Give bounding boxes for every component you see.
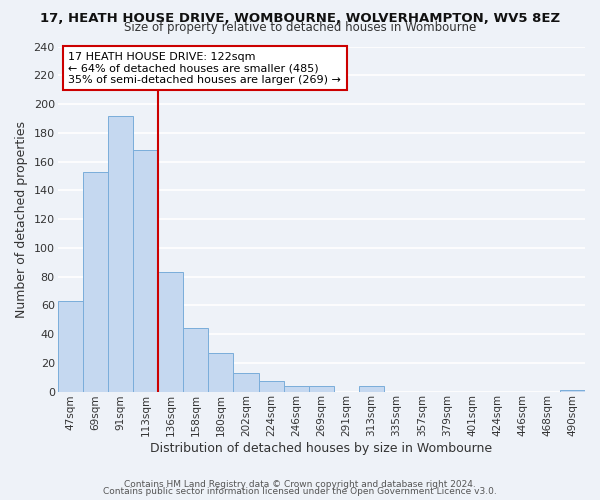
- Bar: [108, 116, 133, 392]
- Bar: [259, 382, 284, 392]
- Bar: [208, 352, 233, 392]
- Bar: [233, 373, 259, 392]
- Text: 17 HEATH HOUSE DRIVE: 122sqm
← 64% of detached houses are smaller (485)
35% of s: 17 HEATH HOUSE DRIVE: 122sqm ← 64% of de…: [68, 52, 341, 85]
- Bar: [133, 150, 158, 392]
- Text: Contains public sector information licensed under the Open Government Licence v3: Contains public sector information licen…: [103, 488, 497, 496]
- Y-axis label: Number of detached properties: Number of detached properties: [15, 120, 28, 318]
- X-axis label: Distribution of detached houses by size in Wombourne: Distribution of detached houses by size …: [150, 442, 493, 455]
- Bar: [83, 172, 108, 392]
- Text: 17, HEATH HOUSE DRIVE, WOMBOURNE, WOLVERHAMPTON, WV5 8EZ: 17, HEATH HOUSE DRIVE, WOMBOURNE, WOLVER…: [40, 12, 560, 24]
- Bar: [560, 390, 585, 392]
- Bar: [58, 301, 83, 392]
- Bar: [183, 328, 208, 392]
- Text: Size of property relative to detached houses in Wombourne: Size of property relative to detached ho…: [124, 22, 476, 35]
- Text: Contains HM Land Registry data © Crown copyright and database right 2024.: Contains HM Land Registry data © Crown c…: [124, 480, 476, 489]
- Bar: [284, 386, 309, 392]
- Bar: [359, 386, 384, 392]
- Bar: [309, 386, 334, 392]
- Bar: [158, 272, 183, 392]
